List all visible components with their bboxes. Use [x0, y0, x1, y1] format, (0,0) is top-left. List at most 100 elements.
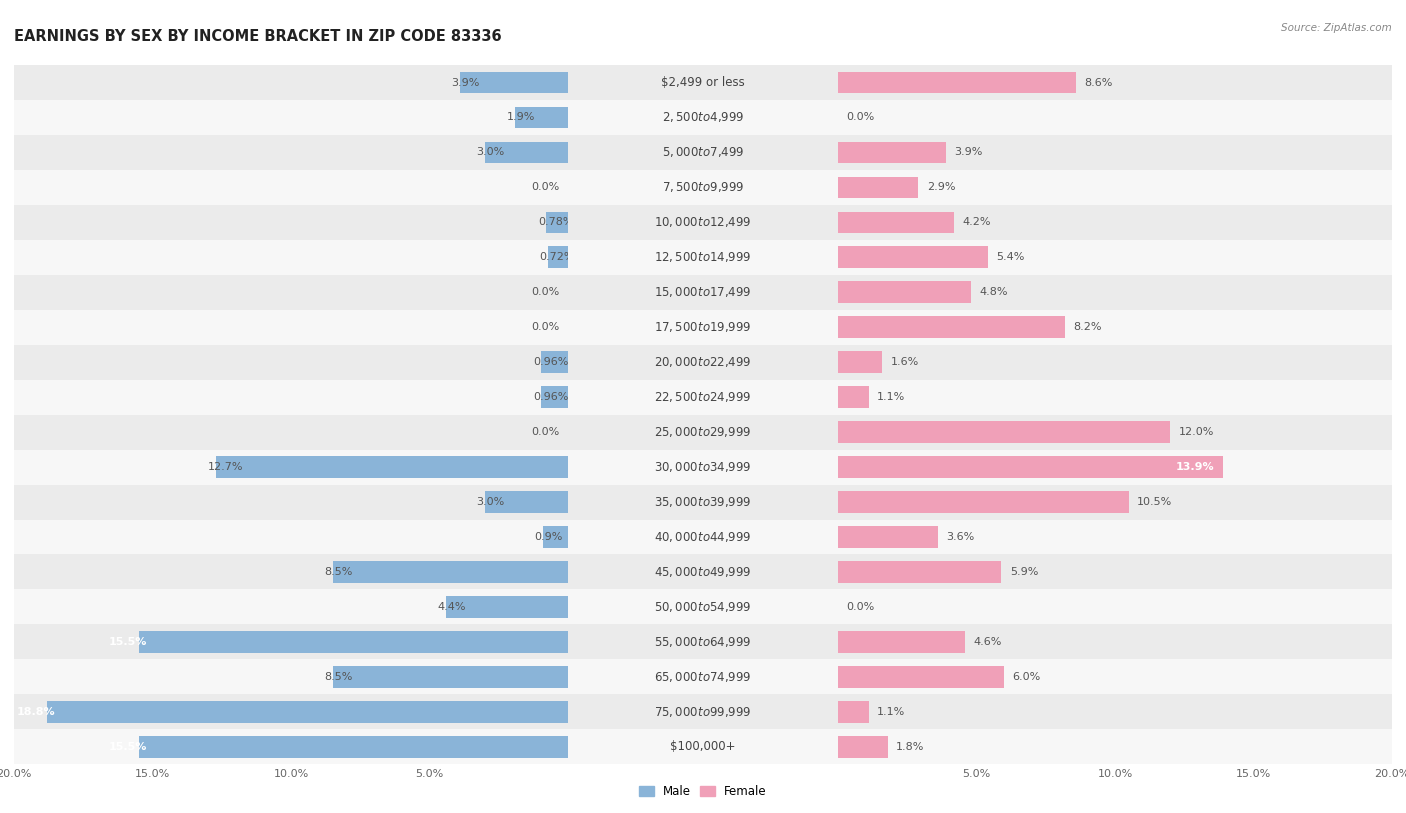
- Text: $25,000 to $29,999: $25,000 to $29,999: [654, 425, 752, 439]
- Bar: [14, 170, 568, 205]
- Text: $7,500 to $9,999: $7,500 to $9,999: [662, 180, 744, 194]
- Text: 0.0%: 0.0%: [846, 112, 875, 123]
- Text: 2.9%: 2.9%: [927, 182, 955, 193]
- Bar: [838, 456, 1223, 478]
- Text: $30,000 to $34,999: $30,000 to $34,999: [654, 460, 752, 474]
- Bar: [838, 351, 883, 373]
- Text: 0.9%: 0.9%: [534, 532, 562, 542]
- Bar: [14, 65, 568, 100]
- Bar: [838, 450, 1392, 485]
- Bar: [838, 491, 1129, 513]
- Bar: [14, 694, 568, 729]
- Text: 0.0%: 0.0%: [846, 602, 875, 612]
- Bar: [838, 310, 1392, 345]
- Bar: [568, 450, 838, 485]
- Bar: [838, 205, 1392, 240]
- Bar: [568, 170, 838, 205]
- Text: $100,000+: $100,000+: [671, 741, 735, 753]
- Text: $45,000 to $49,999: $45,000 to $49,999: [654, 565, 752, 579]
- Text: Source: ZipAtlas.com: Source: ZipAtlas.com: [1281, 23, 1392, 33]
- Bar: [838, 520, 1392, 554]
- Bar: [568, 554, 838, 589]
- Bar: [838, 72, 1076, 93]
- Bar: [838, 246, 987, 268]
- Bar: [333, 666, 568, 688]
- Bar: [14, 310, 568, 345]
- Text: 1.6%: 1.6%: [891, 357, 920, 367]
- Bar: [14, 240, 568, 275]
- Bar: [838, 176, 918, 198]
- Bar: [543, 526, 568, 548]
- Bar: [548, 246, 568, 268]
- Bar: [838, 421, 1170, 443]
- Text: 1.8%: 1.8%: [896, 741, 925, 752]
- Bar: [568, 485, 838, 520]
- Bar: [838, 659, 1392, 694]
- Bar: [838, 135, 1392, 170]
- Text: $20,000 to $22,499: $20,000 to $22,499: [654, 355, 752, 369]
- Bar: [568, 205, 838, 240]
- Bar: [568, 624, 838, 659]
- Text: 4.4%: 4.4%: [437, 602, 467, 612]
- Bar: [568, 275, 838, 310]
- Bar: [446, 596, 568, 618]
- Bar: [48, 701, 568, 723]
- Bar: [217, 456, 568, 478]
- Bar: [838, 141, 946, 163]
- Text: 1.1%: 1.1%: [877, 392, 905, 402]
- Text: $55,000 to $64,999: $55,000 to $64,999: [654, 635, 752, 649]
- Bar: [14, 659, 568, 694]
- Text: 3.0%: 3.0%: [477, 497, 505, 507]
- Text: 0.0%: 0.0%: [531, 322, 560, 333]
- Bar: [14, 100, 568, 135]
- Bar: [568, 380, 838, 415]
- Bar: [838, 316, 1066, 338]
- Bar: [838, 65, 1392, 100]
- Bar: [568, 240, 838, 275]
- Bar: [568, 100, 838, 135]
- Text: $2,499 or less: $2,499 or less: [661, 76, 745, 89]
- Bar: [14, 415, 568, 450]
- Text: 8.5%: 8.5%: [325, 567, 353, 577]
- Text: 3.0%: 3.0%: [477, 147, 505, 158]
- Text: 1.1%: 1.1%: [877, 706, 905, 717]
- Bar: [139, 631, 568, 653]
- Text: 0.0%: 0.0%: [531, 427, 560, 437]
- Bar: [838, 281, 972, 303]
- Bar: [568, 345, 838, 380]
- Text: 15.5%: 15.5%: [108, 637, 148, 647]
- Bar: [568, 659, 838, 694]
- Bar: [485, 141, 568, 163]
- Bar: [14, 589, 568, 624]
- Bar: [838, 380, 1392, 415]
- Bar: [541, 351, 568, 373]
- Text: 10.5%: 10.5%: [1137, 497, 1173, 507]
- Bar: [838, 485, 1392, 520]
- Bar: [838, 561, 1001, 583]
- Bar: [14, 520, 568, 554]
- Bar: [14, 450, 568, 485]
- Bar: [838, 554, 1392, 589]
- Text: 0.0%: 0.0%: [531, 182, 560, 193]
- Bar: [568, 694, 838, 729]
- Text: 0.78%: 0.78%: [538, 217, 574, 228]
- Bar: [14, 275, 568, 310]
- Bar: [838, 211, 955, 233]
- Text: 8.6%: 8.6%: [1084, 77, 1114, 88]
- Bar: [547, 211, 568, 233]
- Text: 6.0%: 6.0%: [1012, 672, 1040, 682]
- Text: 8.5%: 8.5%: [325, 672, 353, 682]
- Text: 12.7%: 12.7%: [208, 462, 243, 472]
- Bar: [14, 485, 568, 520]
- Text: 8.2%: 8.2%: [1073, 322, 1102, 333]
- Bar: [838, 240, 1392, 275]
- Bar: [568, 65, 838, 100]
- Bar: [838, 701, 869, 723]
- Bar: [14, 205, 568, 240]
- Bar: [14, 380, 568, 415]
- Bar: [568, 729, 838, 764]
- Text: 1.9%: 1.9%: [508, 112, 536, 123]
- Text: $2,500 to $4,999: $2,500 to $4,999: [662, 111, 744, 124]
- Text: 0.96%: 0.96%: [533, 392, 568, 402]
- Bar: [838, 736, 889, 758]
